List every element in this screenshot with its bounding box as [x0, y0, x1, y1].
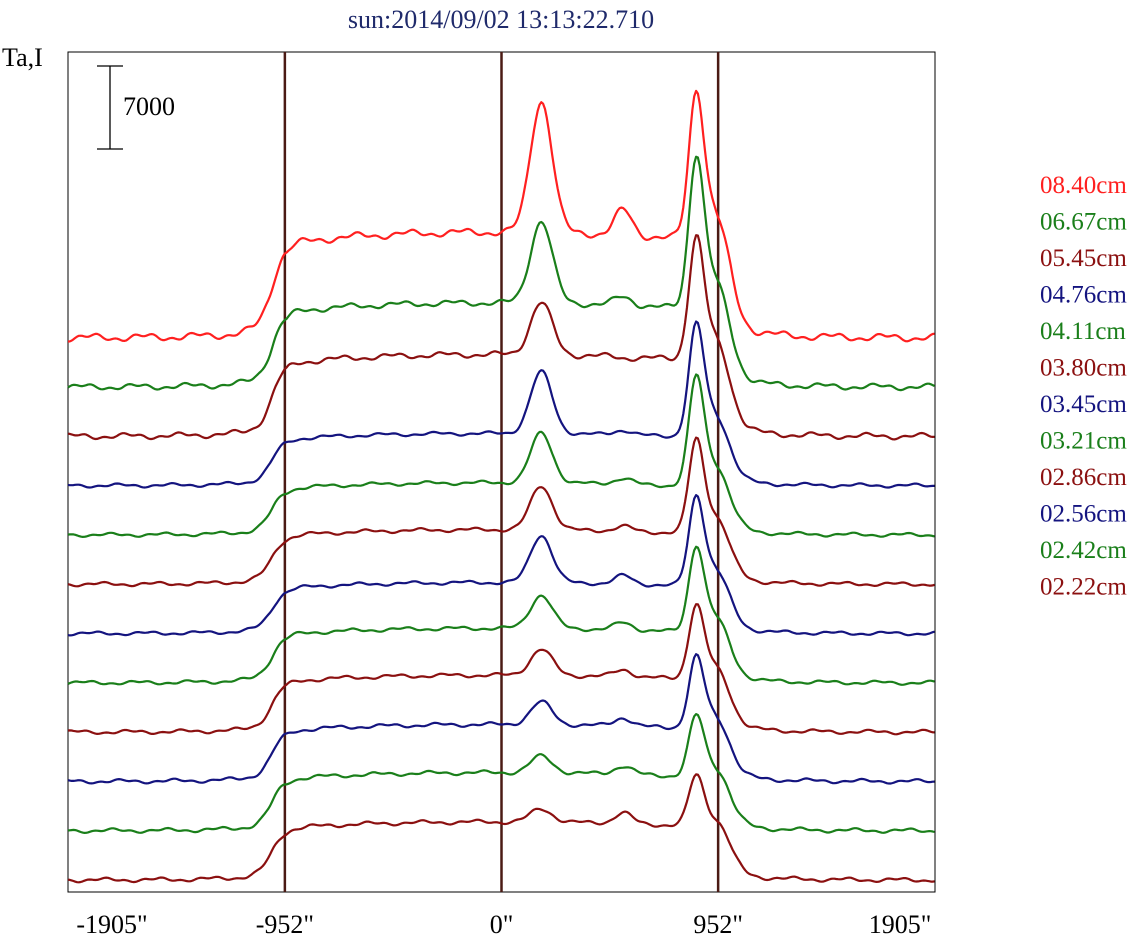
series-line-08.40cm [67, 89, 935, 343]
legend-entry: 02.22cm [1040, 574, 1127, 601]
series-line-02.42cm [67, 712, 935, 835]
series-line-03.45cm [67, 494, 935, 637]
scale-bar-label: 7000 [123, 92, 175, 121]
series-group [67, 89, 935, 884]
series-line-04.76cm [67, 320, 935, 489]
legend-entry: 04.11cm [1040, 318, 1126, 345]
legend-entry: 03.45cm [1040, 391, 1127, 418]
series-line-05.45cm [67, 234, 935, 441]
x-tick-label: -1905" [76, 910, 147, 939]
series-line-02.86cm [67, 603, 935, 736]
chart-title: sun:2014/09/02 13:13:22.710 [348, 5, 654, 34]
legend-entry: 02.56cm [1040, 501, 1127, 528]
legend-entry: 02.42cm [1040, 537, 1127, 564]
series-line-03.80cm [67, 436, 935, 588]
legend-entry: 03.80cm [1040, 355, 1127, 382]
legend-entry: 05.45cm [1040, 245, 1127, 272]
x-tick-labels: -1905" -952" 0" 952" 1905" [76, 910, 931, 939]
legend-entry: 04.76cm [1040, 282, 1127, 309]
vertical-markers [283, 52, 720, 892]
series-line-04.11cm [67, 373, 935, 539]
series-line-03.21cm [67, 545, 935, 686]
legend-entry: 06.67cm [1040, 209, 1127, 236]
x-tick-label: 1905" [869, 910, 932, 939]
x-tick-label: 952" [693, 910, 743, 939]
legend-entry: 08.40cm [1040, 172, 1127, 199]
x-tick-label: 0" [490, 910, 514, 939]
y-axis-label: Ta,I [2, 43, 43, 72]
legend-entry: 02.86cm [1040, 464, 1127, 491]
scale-bar: 7000 [97, 65, 175, 150]
legend: 08.40cm 06.67cm 05.45cm 04.76cm 04.11cm 03.80… [1040, 172, 1127, 601]
series-line-02.56cm [67, 653, 935, 785]
series-line-02.22cm [67, 773, 935, 884]
legend-entry: 03.21cm [1040, 428, 1127, 455]
series-line-06.67cm [67, 155, 935, 392]
x-tick-label: -952" [256, 910, 314, 939]
